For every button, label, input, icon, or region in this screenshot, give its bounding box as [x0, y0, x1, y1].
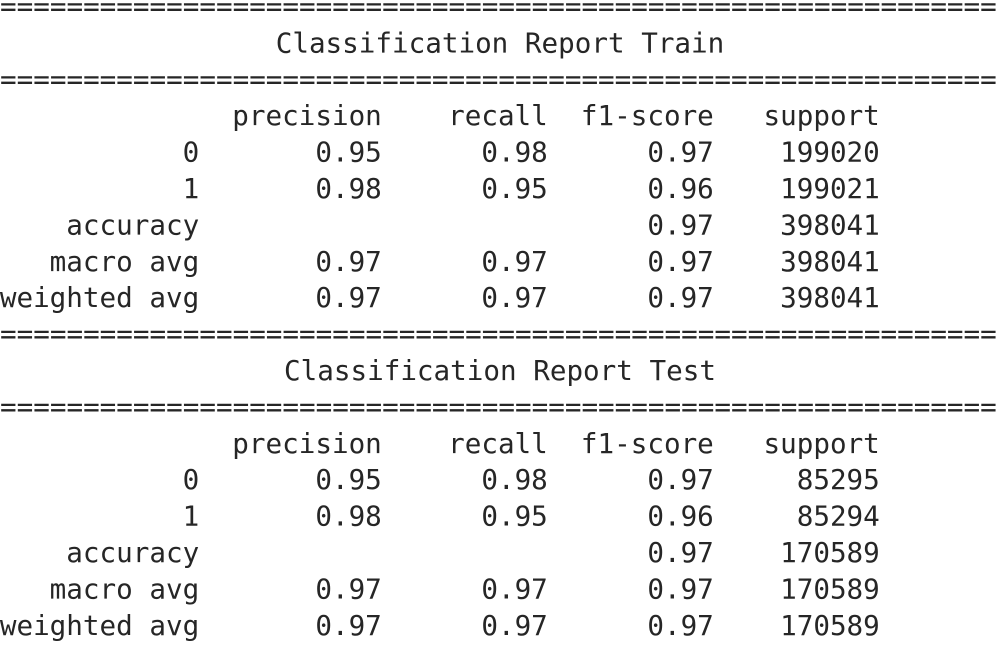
cell: 0.96: [647, 172, 713, 205]
column-header: support: [764, 427, 880, 460]
cell: 398041: [780, 281, 880, 314]
cell: 0.95: [315, 463, 381, 496]
cell: 0.95: [481, 172, 547, 205]
column-header: recall: [448, 99, 548, 132]
cell: 0.95: [481, 500, 547, 533]
cell: 0.97: [647, 136, 713, 169]
column-header: f1-score: [581, 427, 714, 460]
cell: 0.97: [647, 536, 713, 569]
row-label: 0: [183, 136, 200, 169]
column-header: support: [764, 99, 880, 132]
cell: 0.97: [647, 281, 713, 314]
cell: 85295: [797, 463, 880, 496]
cell: 0.97: [315, 572, 381, 605]
cell: 0.97: [481, 572, 547, 605]
cell: 0.97: [647, 245, 713, 278]
cell: 0.98: [315, 172, 381, 205]
cell: 0.98: [481, 136, 547, 169]
cell: 170589: [780, 536, 880, 569]
row-label: weighted avg: [0, 281, 199, 314]
report-title: Classification Report Train: [276, 26, 725, 59]
report-title: Classification Report Test: [284, 354, 716, 387]
cell: 0.97: [647, 208, 713, 241]
cell: 0.95: [315, 136, 381, 169]
separator: ========================================…: [0, 0, 997, 23]
cell: 398041: [780, 208, 880, 241]
row-label: macro avg: [50, 572, 200, 605]
cell: 0.97: [481, 609, 547, 642]
cell: 0.96: [647, 500, 713, 533]
row-label: accuracy: [66, 208, 199, 241]
row-label: accuracy: [66, 536, 199, 569]
cell: 199021: [780, 172, 880, 205]
cell: 170589: [780, 572, 880, 605]
cell: 0.97: [481, 281, 547, 314]
column-header: precision: [232, 427, 382, 460]
row-label: 1: [183, 172, 200, 205]
separator: ========================================…: [0, 318, 997, 351]
cell: 0.97: [315, 281, 381, 314]
cell: 170589: [780, 609, 880, 642]
row-label: 1: [183, 500, 200, 533]
cell: 0.97: [315, 609, 381, 642]
row-label: weighted avg: [0, 609, 199, 642]
cell: 398041: [780, 245, 880, 278]
column-header: precision: [232, 99, 382, 132]
row-label: 0: [183, 463, 200, 496]
cell: 0.97: [481, 245, 547, 278]
cell: 0.97: [647, 609, 713, 642]
cell: 0.98: [481, 463, 547, 496]
cell: 0.97: [315, 245, 381, 278]
cell: 0.98: [315, 500, 381, 533]
column-header: recall: [448, 427, 548, 460]
cell: 0.97: [647, 463, 713, 496]
separator: ========================================…: [0, 390, 997, 423]
row-label: macro avg: [50, 245, 200, 278]
cell: 85294: [797, 500, 880, 533]
column-header: f1-score: [581, 99, 714, 132]
cell: 0.97: [647, 572, 713, 605]
cell: 199020: [780, 136, 880, 169]
separator: ========================================…: [0, 63, 997, 96]
